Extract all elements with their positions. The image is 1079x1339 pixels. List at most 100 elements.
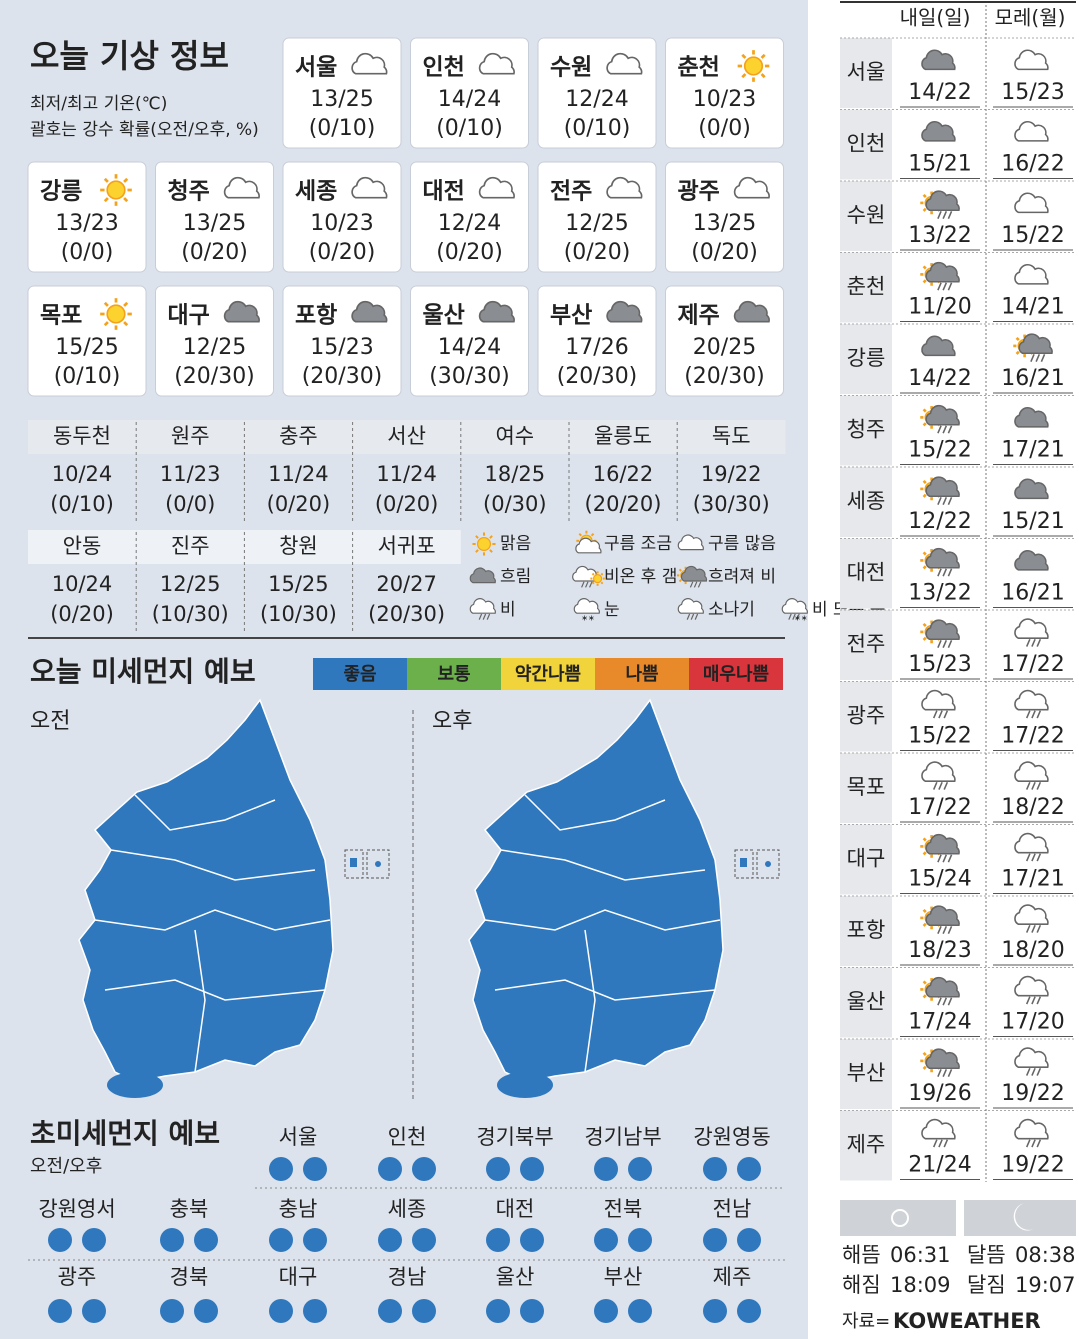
label: 목포 <box>40 303 82 329</box>
label: 18:09 <box>890 1273 951 1297</box>
note: 괄호는 강수 확률(오전/오후, %) <box>30 120 259 140</box>
weather-icon <box>921 49 956 71</box>
sun <box>106 304 126 324</box>
label: 15/23 <box>1001 80 1064 105</box>
label: 전주 <box>550 179 592 205</box>
label: 세종 <box>847 489 886 513</box>
weather-icon <box>606 52 643 75</box>
city-cell <box>840 1110 892 1181</box>
weather-icon <box>921 1118 956 1148</box>
label: 17/24 <box>908 1010 971 1035</box>
weather-icon: ∗∗ <box>781 598 808 623</box>
label: 울산 <box>496 1265 535 1289</box>
city-cell <box>840 753 892 823</box>
weather-icon <box>737 50 770 82</box>
sun <box>743 56 764 76</box>
label: (30/30) <box>429 364 510 389</box>
weather-icon <box>469 598 496 620</box>
cloud <box>1014 406 1049 428</box>
weather-icon <box>733 176 770 199</box>
weather-icon <box>223 176 260 199</box>
label: 춘천 <box>678 55 720 81</box>
cloud <box>606 52 643 75</box>
rain <box>1025 1139 1031 1148</box>
dust-dot <box>412 1228 436 1252</box>
rain <box>937 854 942 863</box>
cloud <box>925 619 960 641</box>
weather-icon <box>1014 406 1049 428</box>
label: 흐려져 비 <box>708 567 776 587</box>
weather-icon <box>920 404 960 434</box>
city-cell <box>840 252 892 323</box>
dust-dot <box>737 1228 761 1252</box>
cloud <box>925 905 960 927</box>
label: 10/24 <box>52 572 113 596</box>
rain <box>1031 924 1036 933</box>
cloud <box>1014 1047 1049 1068</box>
dust-dot <box>194 1228 218 1252</box>
dust-dot <box>703 1228 727 1252</box>
rain <box>689 581 694 588</box>
label: (0/20) <box>309 240 376 265</box>
rain <box>1025 781 1031 790</box>
dust-dot <box>594 1228 618 1252</box>
rain <box>1036 1067 1042 1076</box>
ultrafine-subtitle: 오전/오후 <box>30 1156 102 1177</box>
dust-dot <box>269 1157 293 1181</box>
label: 17/21 <box>1001 867 1064 892</box>
weather-icon <box>478 300 515 323</box>
snow: ∗∗ <box>794 614 807 623</box>
city-header <box>352 420 461 454</box>
rain <box>1036 781 1042 790</box>
label: 해뜸 <box>842 1243 881 1267</box>
weather-icon <box>1014 120 1049 142</box>
label: 15/25 <box>55 335 118 360</box>
dust-dot <box>48 1299 72 1323</box>
label: KOWEATHER <box>893 1309 1041 1333</box>
rain <box>937 1068 942 1077</box>
label: 15/23 <box>310 335 373 360</box>
weather-icon <box>920 261 960 291</box>
city-header <box>136 420 245 454</box>
cloud <box>925 1048 960 1070</box>
label: 달짐 <box>967 1273 1006 1297</box>
dust-dot <box>82 1299 106 1323</box>
rain <box>947 282 953 291</box>
label: 15/25 <box>268 572 329 596</box>
label: 21/24 <box>908 1153 971 1178</box>
city-header <box>136 530 245 564</box>
cloud <box>680 565 708 582</box>
rain <box>937 639 942 648</box>
label: (10/30) <box>152 602 229 626</box>
dust-dot <box>378 1228 402 1252</box>
cloud <box>351 52 388 75</box>
dust-dot <box>269 1228 293 1252</box>
weather-icon <box>1014 263 1049 285</box>
cloud <box>1018 333 1053 355</box>
map-label: 오전 <box>30 709 70 734</box>
weather-icon <box>351 176 388 199</box>
cloud <box>573 598 600 614</box>
rain <box>942 854 948 863</box>
rain <box>937 282 942 291</box>
sun-ray <box>123 321 129 327</box>
label: 자료= <box>842 1311 890 1332</box>
ultrafine-title: 초미세먼지 예보 <box>30 1117 220 1150</box>
label: 흐림 <box>500 567 531 587</box>
label: 안동 <box>63 534 102 558</box>
rain <box>1036 853 1042 862</box>
rain <box>1036 924 1042 933</box>
label: (0/20) <box>436 240 503 265</box>
label: 소나기 <box>708 600 755 620</box>
label: 눈 <box>604 600 620 620</box>
rain <box>1036 710 1042 719</box>
sun-ray <box>1015 350 1020 355</box>
weather-icon <box>920 833 960 863</box>
sun-ray <box>922 837 927 842</box>
label: 경기남부 <box>584 1125 661 1149</box>
cloud <box>478 176 515 199</box>
label: 20/25 <box>693 335 756 360</box>
weather-icon <box>478 176 515 199</box>
weather-icon <box>1014 689 1049 719</box>
cloud <box>1014 1118 1049 1140</box>
